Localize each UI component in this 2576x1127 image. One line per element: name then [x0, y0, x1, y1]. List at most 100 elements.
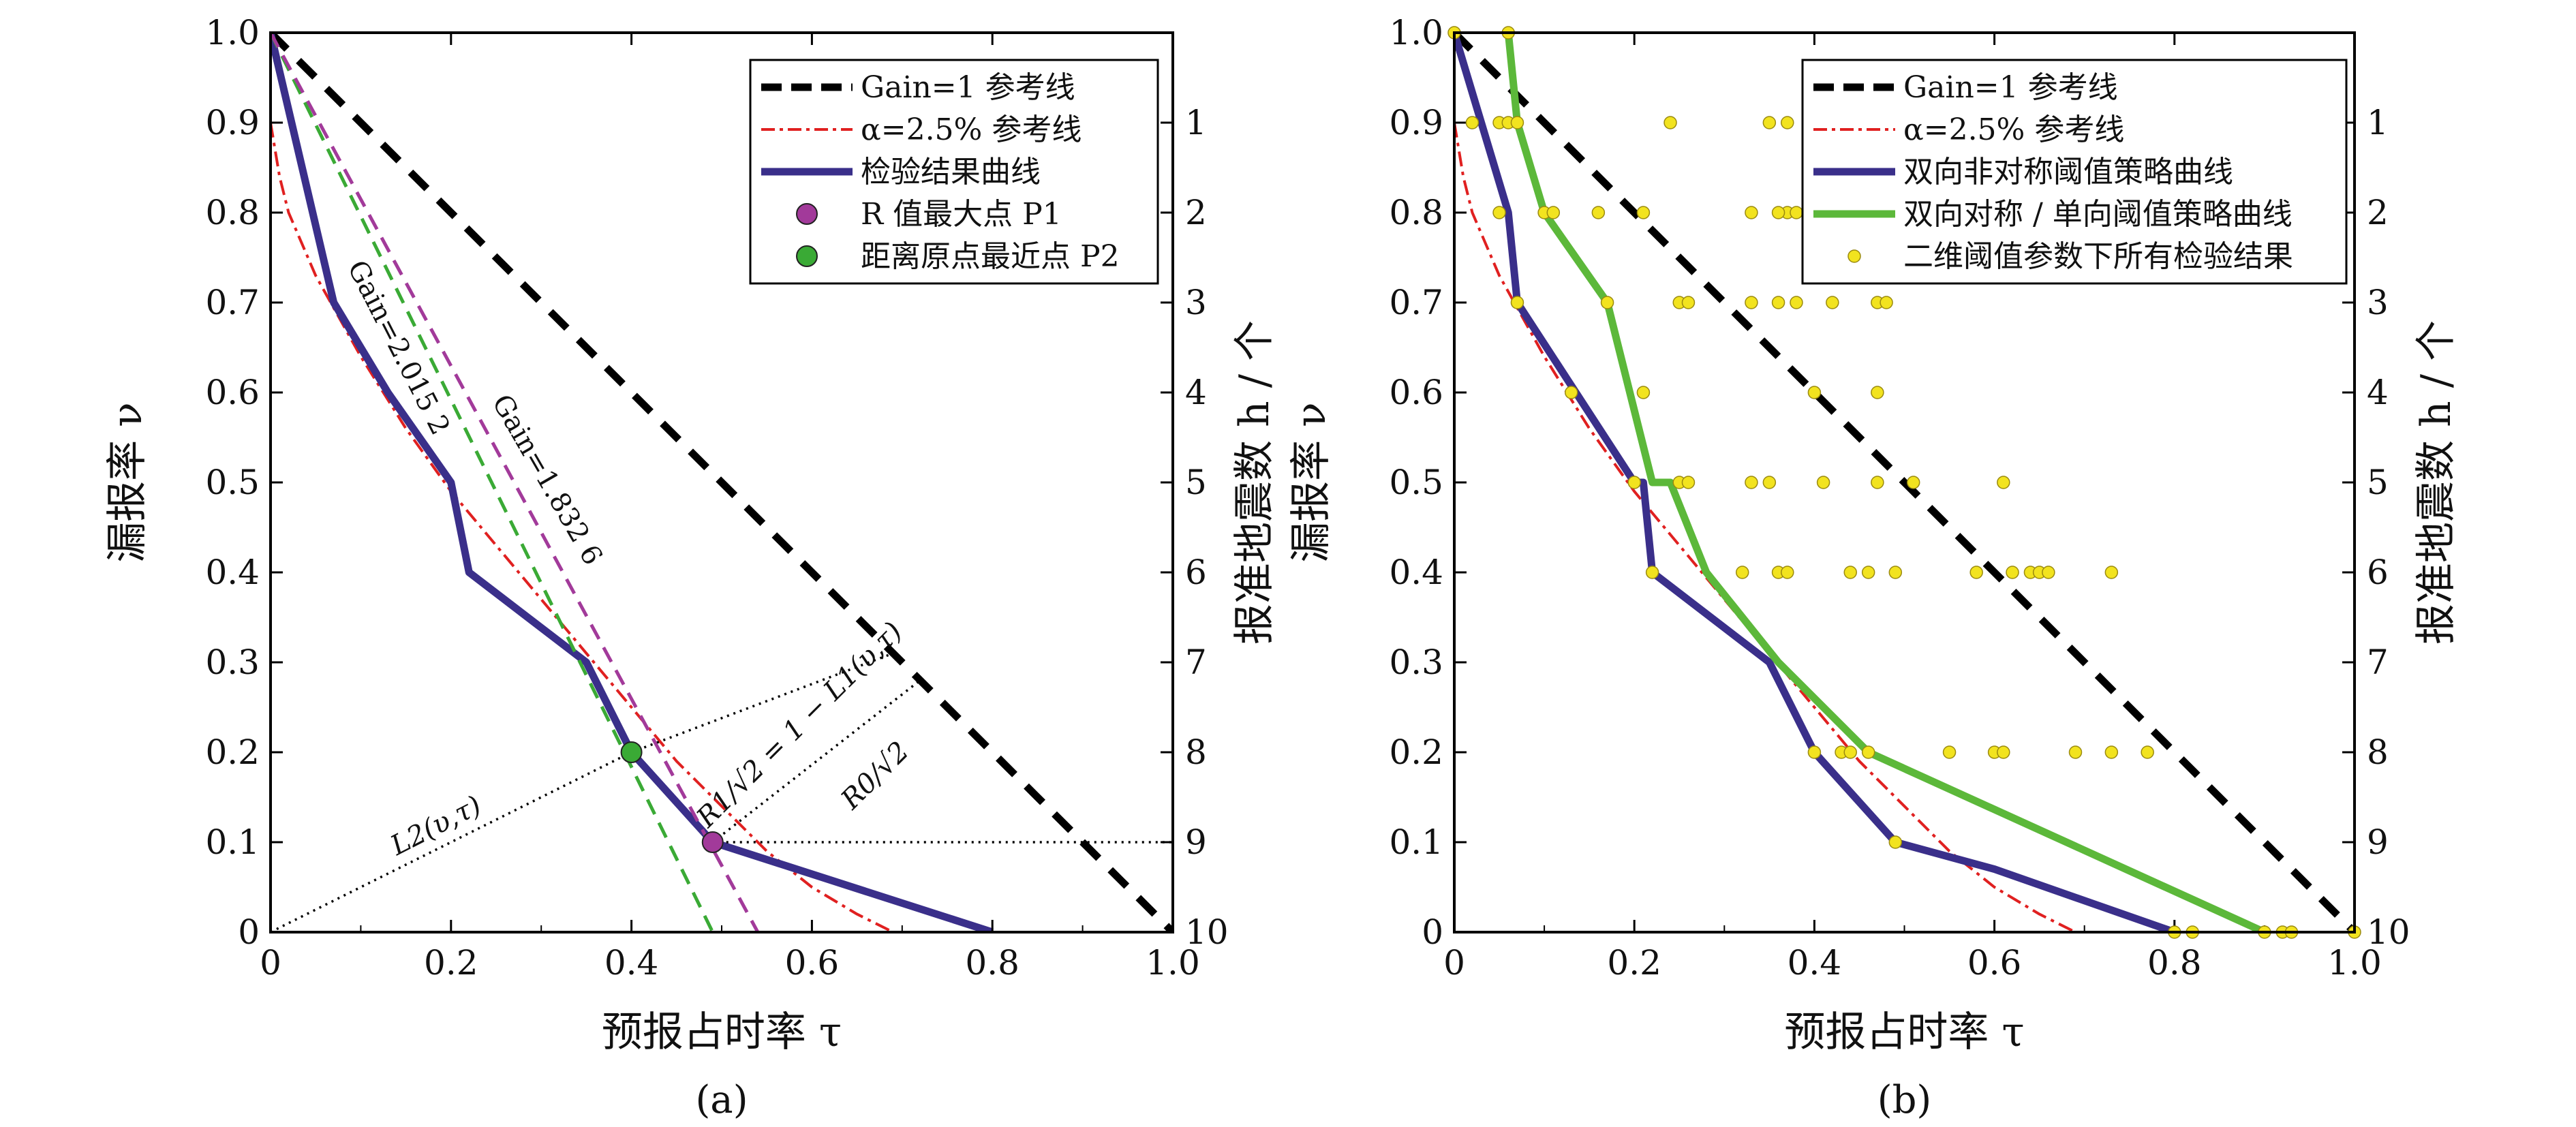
scatter-point [1816, 476, 1830, 489]
scatter-point [1636, 386, 1651, 399]
x-tick-label: 0.2 [424, 943, 478, 983]
scatter-point [1871, 476, 1884, 489]
x-tick-label: 0.6 [785, 943, 840, 983]
y2-tick-label: 5 [1185, 463, 1207, 502]
scatter-point [1762, 476, 1777, 489]
plot-frame [269, 31, 1174, 933]
r1-annotation: R1/√2 = 1 − L1(υ,τ) [690, 616, 908, 834]
scatter-point [1807, 386, 1822, 399]
y-tick-label: 0.6 [1389, 373, 1443, 412]
x-tick-label: 0.4 [604, 943, 659, 983]
scatter-point [2068, 745, 2083, 759]
y-tick-label: 0.2 [205, 732, 260, 772]
y-tick-label: 0.8 [205, 193, 260, 232]
x-tick-label: 1.0 [1146, 943, 1200, 983]
y2-tick-label: 3 [2367, 283, 2389, 322]
y-tick-label: 0.7 [1389, 283, 1443, 322]
panel-a: 0 0.2 0.4 0.6 0.8 1.0 0 0.1 0.2 0.3 0.4 0.5 0.6 0.7 0.… [104, 13, 1278, 1122]
y2-axis-title: 报准地震数 h / 个 [1231, 320, 1278, 645]
x-tick-label: 1.0 [2327, 943, 2382, 983]
x-tick-label: 0.6 [1967, 943, 2022, 983]
panel-label: (b) [1877, 1078, 1932, 1122]
y-tick-label: 0.4 [205, 553, 260, 592]
y-tick-label: 0 [1422, 912, 1443, 952]
scatter-point [1826, 296, 1839, 309]
y2-tick-label: 1 [1185, 103, 1207, 142]
scatter-point [1645, 566, 1659, 579]
y2-tick-label: 9 [1185, 822, 1207, 862]
scatter-point [1880, 296, 1893, 309]
scatter-point [1591, 206, 1606, 219]
scatter-point [1790, 206, 1803, 219]
scatter-point [1807, 745, 1822, 759]
plot-frame [1453, 31, 2356, 933]
y2-tick-label: 10 [2367, 912, 2410, 952]
scatter-point [1600, 296, 1614, 309]
scatter-point [1546, 206, 1561, 219]
scatter-point [1861, 745, 1875, 759]
scatter-point [1997, 476, 2010, 489]
x-axis-title: 预报占时率 τ [1784, 1008, 2024, 1056]
y-tick-label: 1.0 [205, 13, 260, 52]
point-p2 [620, 741, 643, 763]
scatter-point [1906, 476, 1920, 489]
scatter-point [1762, 116, 1777, 129]
scatter-point [1745, 296, 1758, 309]
scatter-point [2104, 745, 2119, 759]
scatter-point [1969, 566, 1983, 579]
series-line [1454, 33, 2176, 932]
scatter-point [1663, 116, 1677, 129]
scatter-point [1745, 476, 1758, 489]
series-line [271, 33, 760, 932]
series-line [1454, 33, 2355, 932]
legend-label: Gain=1 参考线 [861, 70, 1075, 105]
scatter-point [1510, 296, 1524, 309]
plot-area [1454, 33, 2355, 932]
scatter-point [2104, 566, 2119, 579]
x-axis-title: 预报占时率 τ [602, 1008, 842, 1056]
scatter-point [1492, 206, 1506, 219]
y-tick-label: 0 [238, 912, 260, 952]
y-tick-label: 0.4 [1389, 553, 1443, 592]
y2-tick-label: 7 [1185, 643, 1207, 682]
scatter-point [1997, 745, 2010, 759]
scatter-point [1942, 745, 1957, 759]
y-tick-label: 0.8 [1389, 193, 1443, 232]
y2-tick-label: 5 [2367, 463, 2389, 502]
y-axis-title: 漏报率 ν [1287, 402, 1335, 563]
legend-label: 距离原点最近点 P2 [861, 239, 1120, 274]
scatter-point [1771, 296, 1785, 309]
scatter-point [1871, 386, 1884, 399]
y-tick-label: 0.9 [1389, 103, 1443, 142]
plot-area [271, 33, 1173, 932]
scatter-point [1861, 566, 1875, 579]
y2-tick-label: 7 [2367, 643, 2389, 682]
scatter-point [1771, 206, 1785, 219]
y2-tick-label: 3 [1185, 283, 1207, 322]
x-tick-label: 0.2 [1607, 943, 1661, 983]
legend-swatch [796, 203, 818, 225]
scatter-point [1843, 745, 1857, 759]
scatter-point [1465, 116, 1479, 129]
r0-line [711, 679, 921, 844]
y-tick-label: 0.2 [1389, 732, 1443, 772]
legend-label: α=2.5% 参考线 [1903, 112, 2124, 147]
y2-tick-label: 2 [2367, 193, 2389, 232]
x-tick-label: 0 [1443, 943, 1465, 983]
y2-tick-label: 9 [2367, 822, 2389, 862]
y2-tick-label: 8 [1185, 732, 1207, 772]
panel-label: (a) [695, 1078, 748, 1122]
scatter-point [2006, 566, 2019, 579]
y-tick-label: 0.1 [205, 822, 260, 862]
series-line [1504, 33, 2267, 932]
y-tick-label: 1.0 [1389, 13, 1443, 52]
y2-tick-label: 2 [1185, 193, 1207, 232]
scatter-point [1636, 206, 1651, 219]
x-tick-label: 0.8 [965, 943, 1019, 983]
legend-label: R 值最大点 P1 [861, 197, 1062, 232]
x-tick-label: 0.8 [2147, 943, 2202, 983]
y-tick-label: 0.7 [205, 283, 260, 322]
